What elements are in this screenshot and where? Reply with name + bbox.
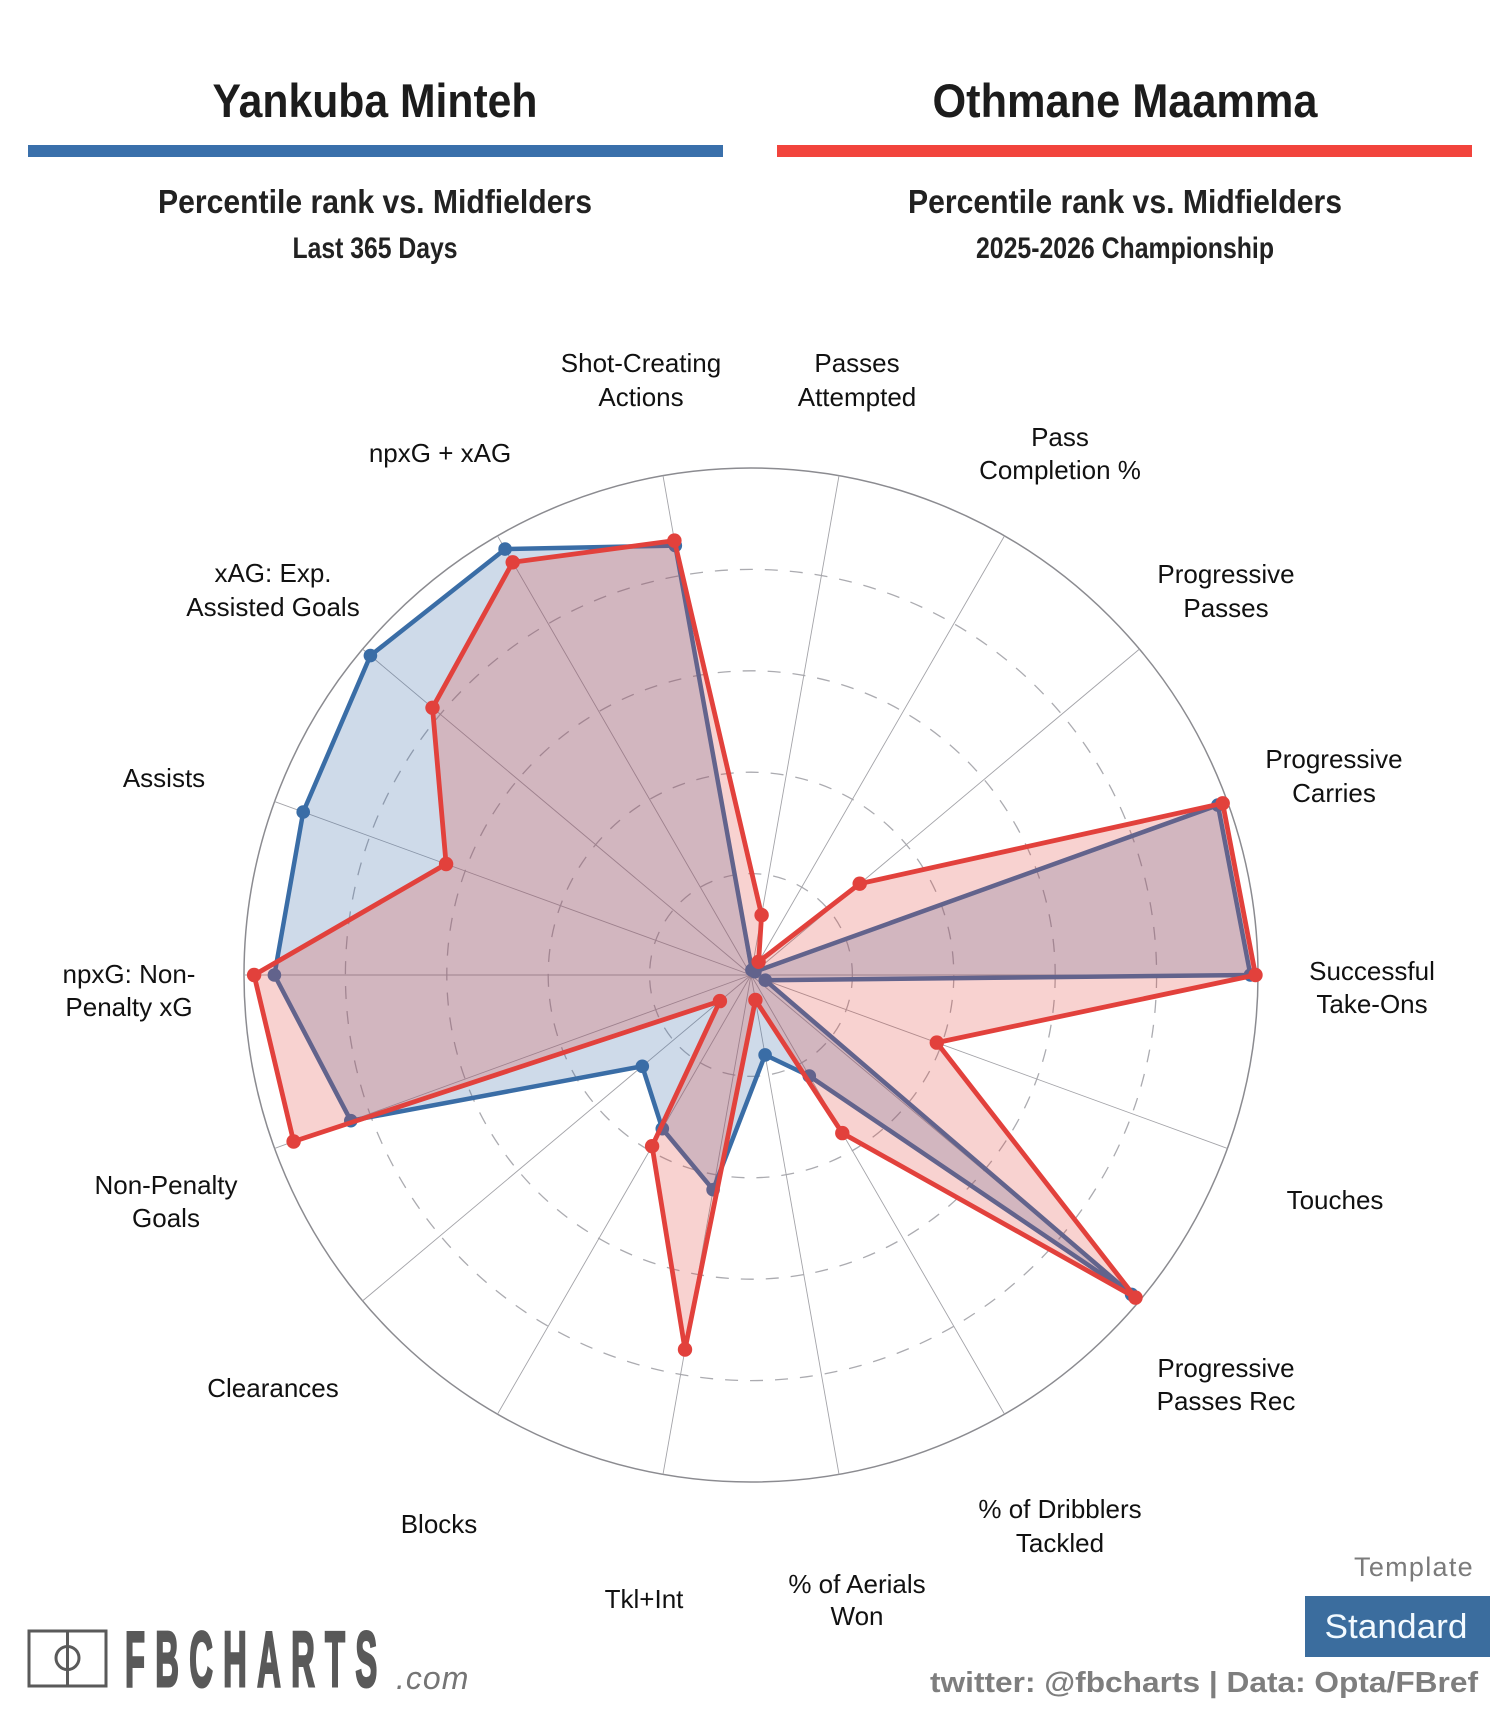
svg-text:Assisted Goals: Assisted Goals xyxy=(186,592,359,622)
svg-text:% of Dribblers: % of Dribblers xyxy=(978,1494,1141,1524)
svg-text:Penalty xG: Penalty xG xyxy=(65,992,192,1022)
svg-text:.com: .com xyxy=(396,1660,469,1696)
svg-text:Clearances: Clearances xyxy=(207,1373,339,1403)
svg-text:Carries: Carries xyxy=(1292,778,1376,808)
svg-text:Progressive: Progressive xyxy=(1157,1353,1294,1383)
svg-text:twitter: @fbcharts | Data: Opt: twitter: @fbcharts | Data: Opta/FBref xyxy=(930,1667,1478,1699)
svg-text:Percentile rank vs. Midfielder: Percentile rank vs. Midfielders xyxy=(158,183,592,220)
svg-text:Pass: Pass xyxy=(1031,422,1089,452)
svg-text:xAG: Exp.: xAG: Exp. xyxy=(214,558,331,588)
svg-text:Last 365 Days: Last 365 Days xyxy=(293,232,458,265)
svg-text:Won: Won xyxy=(831,1601,884,1631)
svg-text:npxG: Non-: npxG: Non- xyxy=(63,959,196,989)
svg-text:Tkl+Int: Tkl+Int xyxy=(605,1584,685,1614)
svg-text:Passes: Passes xyxy=(1183,593,1268,623)
svg-text:Template: Template xyxy=(1354,1552,1474,1582)
svg-text:Tackled: Tackled xyxy=(1016,1528,1104,1558)
svg-text:Completion %: Completion % xyxy=(979,455,1141,485)
svg-text:Successful: Successful xyxy=(1309,956,1435,986)
svg-text:Passes Rec: Passes Rec xyxy=(1157,1386,1296,1416)
svg-text:Othmane Maamma: Othmane Maamma xyxy=(933,74,1319,127)
svg-text:Attempted: Attempted xyxy=(798,382,917,412)
svg-text:Touches: Touches xyxy=(1287,1185,1384,1215)
svg-text:Percentile rank vs. Midfielder: Percentile rank vs. Midfielders xyxy=(908,183,1342,220)
svg-text:Progressive: Progressive xyxy=(1157,559,1294,589)
svg-text:2025-2026 Championship: 2025-2026 Championship xyxy=(976,232,1274,265)
svg-text:FBCHARTS: FBCHARTS xyxy=(125,1616,387,1703)
svg-text:Take-Ons: Take-Ons xyxy=(1316,989,1427,1019)
svg-text:% of Aerials: % of Aerials xyxy=(788,1569,925,1599)
svg-text:Shot-Creating: Shot-Creating xyxy=(561,348,721,378)
svg-text:Blocks: Blocks xyxy=(401,1509,478,1539)
svg-text:npxG + xAG: npxG + xAG xyxy=(369,438,511,468)
svg-text:Yankuba Minteh: Yankuba Minteh xyxy=(213,74,538,127)
svg-text:Assists: Assists xyxy=(123,763,205,793)
svg-text:Standard: Standard xyxy=(1325,1608,1468,1646)
svg-text:Progressive: Progressive xyxy=(1265,744,1402,774)
svg-text:Non-Penalty: Non-Penalty xyxy=(94,1170,237,1200)
svg-text:Passes: Passes xyxy=(814,348,899,378)
svg-text:Actions: Actions xyxy=(598,382,683,412)
svg-text:Goals: Goals xyxy=(132,1203,200,1233)
